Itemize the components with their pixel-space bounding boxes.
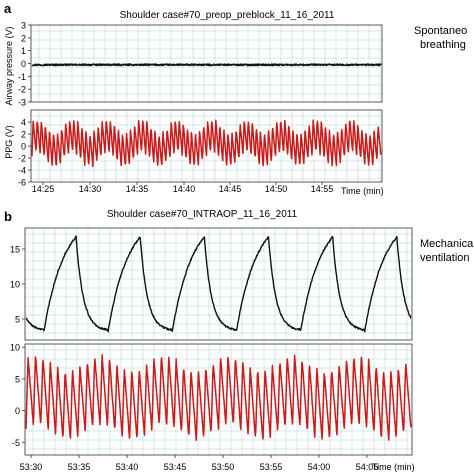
panel-a-bottom-xtick-label: 14:40 [173, 184, 196, 194]
panel-b-top-series-line [25, 235, 412, 333]
panel-b-top-ytick-label: 15 [10, 245, 20, 255]
panel-a-bottom-xtick-label: 14:30 [79, 184, 102, 194]
panel-a-top-ytick-label: 3 [21, 21, 26, 31]
panel-b-bottom-ytick-label: 10 [10, 343, 20, 353]
panel-b-bottom-grid [25, 344, 412, 455]
panel-b-bottom-xtick-label: 53:30 [20, 462, 43, 472]
panel-a-top-ytick-label: -2 [18, 85, 26, 95]
panel-b-bottom-ytick-label: -5 [12, 438, 20, 448]
panel-b-bottom-xtick-label: 53:35 [68, 462, 91, 472]
panel-b-side-label-line-1: Mechanical [420, 238, 474, 250]
panel-a-bottom-ytick-label: -6 [18, 178, 26, 188]
panel-b-bottom-series-line [25, 354, 412, 442]
panel-a-bottom-ytick-label: -2 [18, 154, 26, 164]
panel-b-bottom-ytick-label: 0 [15, 406, 20, 416]
panel-b-letter: b [4, 209, 12, 224]
panel-b-top-ytick-label: 10 [10, 280, 20, 290]
panel-b-bottom-xtick-label: 53:50 [212, 462, 235, 472]
panel-a-side-label-line-2: breathing [420, 39, 466, 51]
panel-a-top-ylabel: Airway pressure (V) [4, 26, 14, 105]
panel-b-top-ytick-label: 5 [15, 315, 20, 325]
panel-a-bottom-xtick-label: 14:25 [32, 184, 55, 194]
panel-b-bottom-ytick-label: 5 [15, 374, 20, 384]
panel-a-top-ytick-label: -3 [18, 98, 26, 108]
panel-a-bottom-ytick-label: -4 [18, 166, 26, 176]
panel-b-bottom-xtick-label: 53:55 [260, 462, 283, 472]
panel-a-bottom-series-line [31, 119, 382, 168]
panel-a-bottom-ytick-label: 2 [21, 130, 26, 140]
panel-a-top-ytick-label: 0 [21, 59, 26, 69]
panel-b-top-grid [25, 228, 412, 340]
panel-b-bottom-xtick-label: 53:45 [164, 462, 187, 472]
panel-a-top-series-line [31, 63, 382, 67]
panel-a-xlabel: Time (min) [341, 186, 384, 196]
panel-a-bottom-xtick-label: 14:50 [265, 184, 288, 194]
panel-a-bottom-ylabel: PPG (V) [4, 125, 14, 159]
panel-a-bottom-ytick-label: 0 [21, 142, 26, 152]
panel-a-side-label-line-1: Spontaneo [414, 25, 467, 37]
panel-b-title: Shoulder case#70_INTRAOP_11_16_2011 [107, 209, 298, 220]
panel-b-top-frame [24, 227, 413, 341]
panel-a-bottom-xtick-label: 14:45 [219, 184, 242, 194]
panel-a-top-ytick-label: 2 [21, 33, 26, 43]
panel-b-bottom-xtick-label: 54:00 [308, 462, 331, 472]
panel-a-top-ytick-label: 1 [21, 46, 26, 56]
panel-a-bottom-xtick-label: 14:35 [126, 184, 149, 194]
panel-b-xlabel: Time (min) [372, 462, 415, 472]
panel-a-bottom-xtick-label: 14:55 [311, 184, 334, 194]
panel-a-top-grid [31, 25, 382, 102]
panel-a-bottom-ytick-label: 4 [21, 118, 26, 128]
panel-a-letter: a [4, 1, 12, 16]
panel-b-side-label-line-2: ventilation [420, 252, 470, 264]
panel-a-top-ytick-label: -1 [18, 72, 26, 82]
panel-b-bottom-xtick-label: 54:05 [356, 462, 379, 472]
panel-b-bottom-xtick-label: 53:40 [116, 462, 139, 472]
panel-a-title: Shoulder case#70_preop_preblock_11_16_20… [120, 10, 335, 21]
panel-b-bottom-frame [24, 343, 413, 456]
